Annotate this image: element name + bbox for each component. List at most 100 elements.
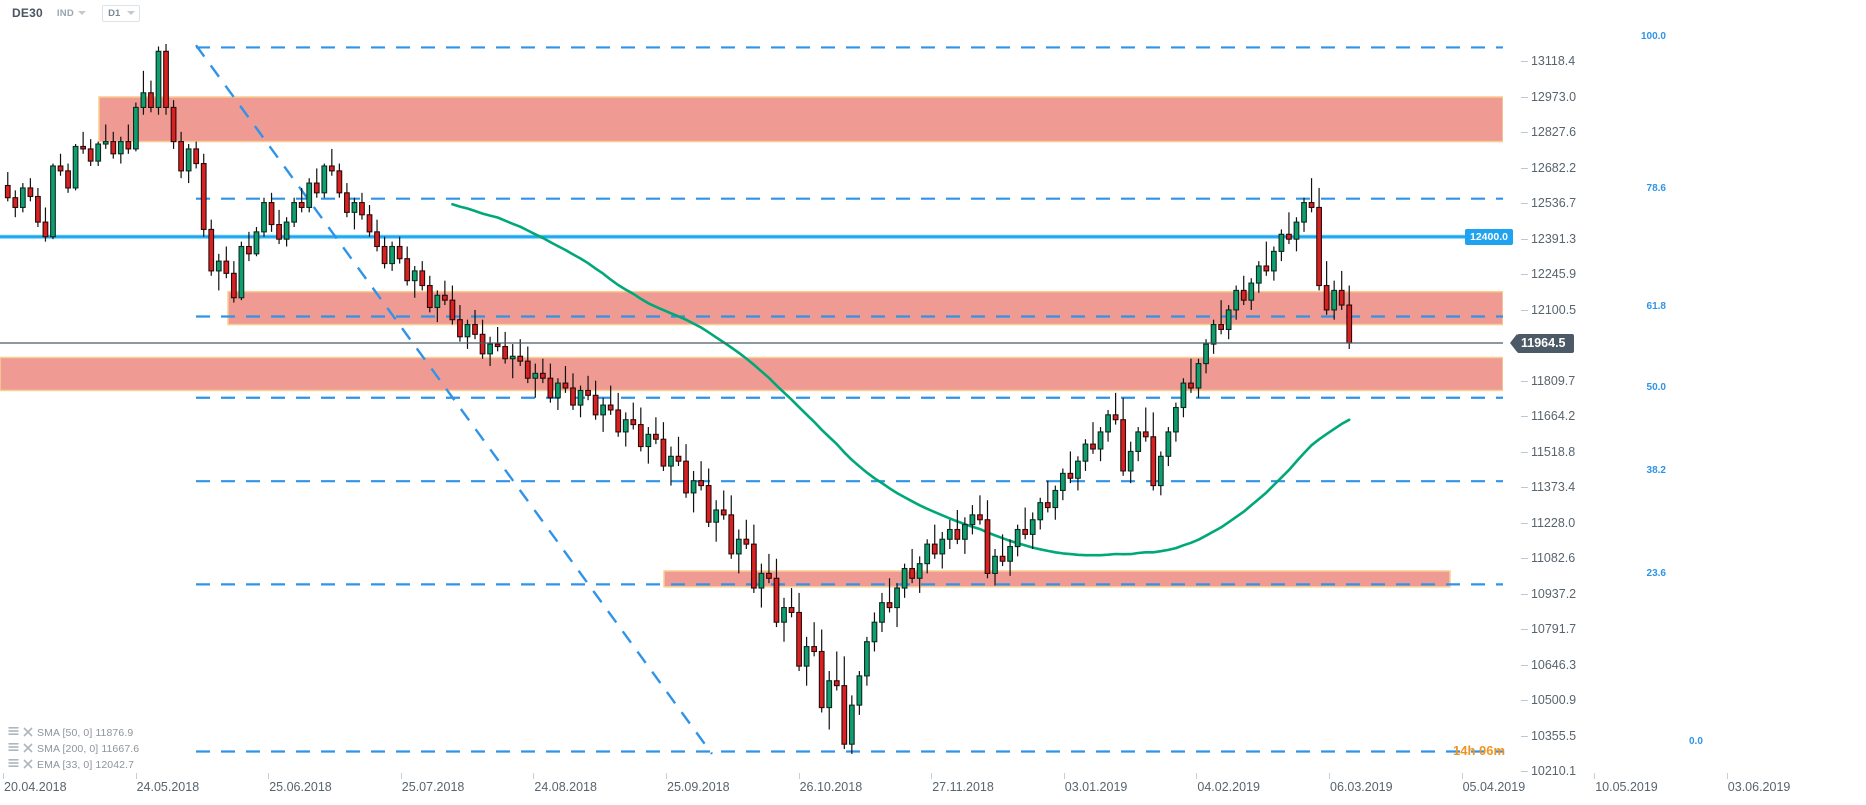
candle-body	[140, 92, 147, 108]
date-tick-label: 25.09.2018	[667, 780, 730, 794]
chevron-down-icon	[78, 11, 87, 15]
candle-body	[690, 480, 697, 494]
candle-body	[1316, 206, 1322, 287]
price-axis[interactable]: –13118.4–12973.0–12827.6–12682.2–12536.7…	[1453, 0, 1866, 777]
date-tick: 27.11.2018	[931, 773, 994, 794]
candle-body	[125, 141, 132, 150]
legend-row[interactable]: SMA [200, 0] 11667.6	[8, 741, 139, 756]
price-tick: –11082.6	[1521, 552, 1575, 565]
candle-body	[1029, 519, 1036, 535]
candle-body	[509, 355, 516, 360]
candle-body	[1218, 324, 1225, 330]
candle-body	[1075, 460, 1081, 479]
candle-body	[562, 382, 569, 389]
tick-dash-icon: –	[1521, 125, 1528, 140]
symbol-label[interactable]: DE30	[12, 6, 43, 20]
candle-body	[743, 538, 750, 545]
candle-body	[1263, 265, 1270, 272]
price-tick: –12245.9	[1521, 268, 1576, 281]
candle-body	[705, 485, 712, 523]
date-tick-label: 26.10.2018	[799, 780, 863, 794]
candle-body	[969, 514, 976, 526]
date-tick-label: 03.06.2019	[1727, 780, 1791, 794]
date-axis[interactable]: 20.04.2018 24.05.2018 25.06.2018 25.07.2018…	[0, 771, 1866, 805]
candle-body	[381, 245, 388, 265]
price-tick-label: 11373.4	[1530, 480, 1576, 495]
close-icon[interactable]	[23, 724, 33, 742]
price-tick: –12682.2	[1521, 162, 1576, 175]
candle-body	[811, 646, 818, 653]
candle-body	[1037, 502, 1044, 521]
price-tick: –12536.7	[1521, 197, 1576, 210]
legend-label: SMA [50, 0] 11876.9	[37, 726, 134, 739]
candle-body	[570, 387, 576, 406]
legend-label: SMA [200, 0] 11667.6	[37, 742, 140, 755]
candle-body	[766, 572, 772, 579]
candle-body	[886, 602, 893, 609]
chart-plot-area[interactable]	[0, 26, 1503, 771]
date-tick-label: 25.06.2018	[269, 780, 332, 794]
settings-icon[interactable]	[8, 756, 19, 774]
trendline	[195, 44, 713, 755]
price-tick-label: 12682.2	[1530, 160, 1577, 175]
candle-body	[1195, 363, 1202, 389]
candle-body	[1127, 450, 1134, 472]
candle-body	[1323, 284, 1330, 311]
candle-body	[946, 528, 953, 540]
candle-body	[487, 343, 493, 355]
candle-body	[268, 202, 275, 226]
date-tick: 10.05.2019	[1594, 773, 1658, 794]
badge-pointer-icon	[1510, 333, 1517, 352]
candle-body	[864, 641, 870, 677]
fibonacci-label: 23.6	[1646, 568, 1666, 580]
candle-body	[193, 148, 200, 165]
tick-dash-icon: –	[1521, 444, 1528, 459]
candle-body	[1059, 472, 1066, 492]
tick-mark-icon	[1726, 773, 1728, 779]
candle-body	[532, 372, 539, 379]
candle-body	[1157, 455, 1164, 487]
fibonacci-label: 100.0	[1640, 31, 1666, 43]
date-tick-label: 03.01.2019	[1064, 780, 1128, 794]
timeframe-selector[interactable]: D1	[102, 4, 141, 22]
candle-body	[1120, 419, 1127, 472]
close-icon[interactable]	[23, 756, 33, 774]
price-tick: –10500.9	[1521, 694, 1576, 707]
settings-icon[interactable]	[8, 724, 19, 742]
legend-row[interactable]: SMA [50, 0] 11876.9	[8, 725, 139, 740]
candle-body	[494, 343, 501, 348]
candle-body	[72, 145, 79, 189]
price-tick: –12100.5	[1521, 304, 1576, 317]
candle-body	[1150, 436, 1157, 487]
tick-dash-icon: –	[1521, 515, 1528, 530]
instrument-type-dropdown[interactable]: IND	[57, 8, 87, 19]
candle-body	[833, 680, 840, 687]
candle-body	[1331, 289, 1338, 311]
tick-mark-icon	[1594, 773, 1596, 779]
price-tick: –11809.7	[1521, 375, 1575, 388]
candle-body	[818, 650, 825, 709]
indicator-legend: SMA [50, 0] 11876.9 SMA [200, 0] 11667.6 E…	[8, 725, 139, 772]
candle-body	[992, 555, 998, 574]
supply-demand-zone	[227, 290, 1503, 326]
price-tick-label: 10646.3	[1530, 657, 1577, 672]
price-level-badge[interactable]: 12400.0	[1465, 228, 1513, 245]
ma-path	[451, 203, 1351, 557]
candle-body	[781, 607, 787, 623]
candle-body	[547, 377, 554, 399]
candle-body	[19, 187, 26, 209]
candle-body	[185, 148, 192, 172]
price-tick-label: 10500.9	[1530, 693, 1577, 708]
close-icon[interactable]	[23, 740, 33, 758]
settings-icon[interactable]	[8, 740, 19, 758]
tick-dash-icon: –	[1521, 231, 1528, 246]
tick-mark-icon	[533, 773, 535, 779]
legend-row[interactable]: EMA [33, 0] 12042.7	[8, 757, 139, 772]
candle-body	[1007, 546, 1013, 562]
tick-dash-icon: –	[1521, 409, 1528, 424]
price-tick: –12391.3	[1521, 233, 1576, 246]
tick-dash-icon: –	[1521, 89, 1528, 104]
candle-body	[660, 438, 667, 467]
candle-body	[479, 333, 486, 355]
candle-body	[464, 324, 471, 338]
